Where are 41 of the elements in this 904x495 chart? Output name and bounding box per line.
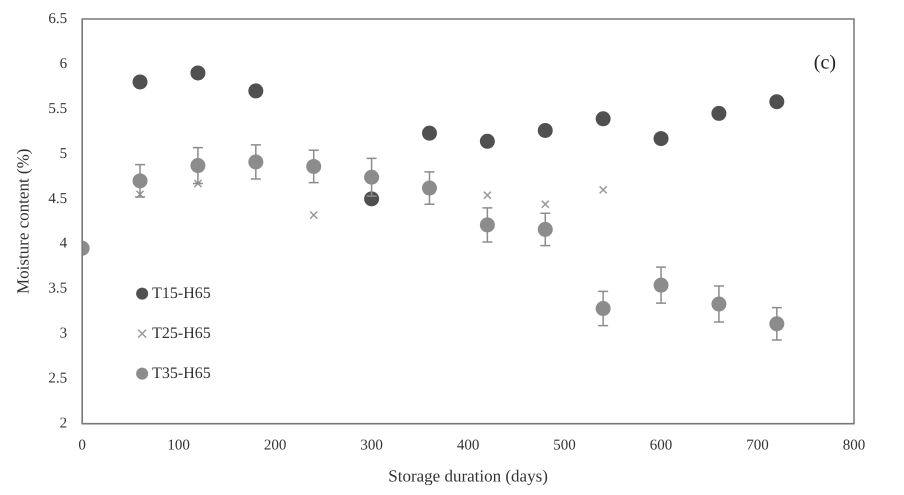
y-tick-label: 4.5 xyxy=(48,190,68,207)
point xyxy=(654,131,669,146)
point xyxy=(483,190,492,200)
x-tick-label: 200 xyxy=(264,438,286,454)
y-tick-label: 5 xyxy=(60,146,68,162)
point xyxy=(248,83,264,98)
point xyxy=(194,179,202,188)
point xyxy=(598,186,608,194)
y-tick-label: 2 xyxy=(60,416,68,432)
x-tick-label: 600 xyxy=(650,438,672,454)
x-axis-title: Storage duration (days) xyxy=(388,466,548,486)
y-tick-label: 2.5 xyxy=(48,370,68,387)
y-tick-label: 4 xyxy=(60,236,68,252)
y-tick-label: 5.5 xyxy=(48,100,68,117)
legend-label: T25-H65 xyxy=(152,324,211,342)
point xyxy=(132,74,148,90)
x-tick-label: 500 xyxy=(553,438,576,454)
point xyxy=(480,134,495,149)
point xyxy=(596,111,611,126)
y-axis-title: Moisture content (%) xyxy=(14,148,33,294)
x-tick-label: 700 xyxy=(746,438,769,454)
annotation: (c) xyxy=(814,51,836,74)
point xyxy=(769,94,784,110)
point xyxy=(711,106,726,121)
x-tick-label: 800 xyxy=(842,438,866,454)
y-tick-label: 3 xyxy=(60,326,68,342)
point xyxy=(190,65,206,80)
x-tick-label: 300 xyxy=(360,438,383,454)
point xyxy=(136,190,144,199)
x-tick-label: 100 xyxy=(167,438,190,454)
y-tick-label: 3.5 xyxy=(48,280,68,297)
x-tick-label: 400 xyxy=(456,438,480,454)
x-tick-label: 0 xyxy=(78,438,86,454)
legend-label: T35-H65 xyxy=(152,364,211,382)
y-tick-label: 6.5 xyxy=(48,10,68,27)
point xyxy=(540,200,550,209)
point xyxy=(309,210,318,220)
point xyxy=(422,126,437,141)
y-tick-label: 6 xyxy=(60,56,68,72)
point xyxy=(538,122,553,138)
legend-label: T15-H65 xyxy=(152,284,211,302)
